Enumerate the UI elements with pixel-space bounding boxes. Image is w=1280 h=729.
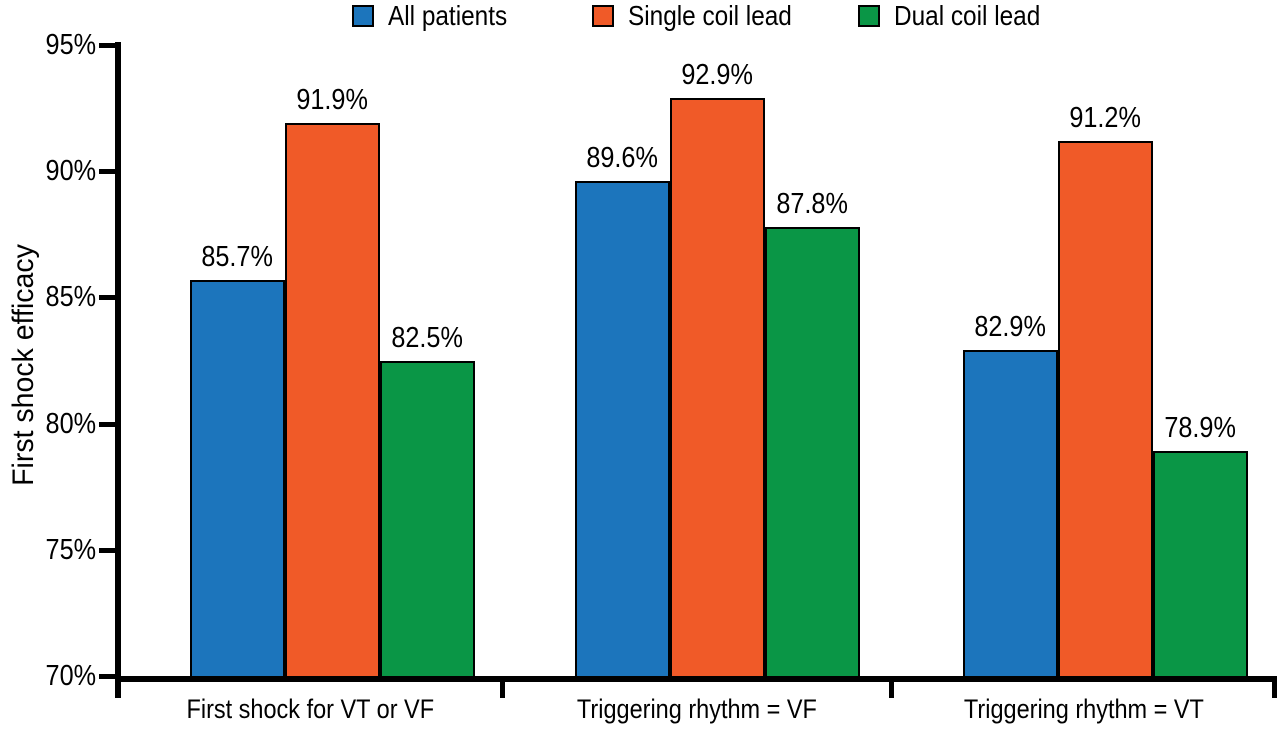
legend-label-text: Single coil lead (628, 0, 792, 31)
legend-label: Single coil lead (628, 2, 816, 30)
y-axis-tick (99, 169, 121, 175)
bar-value-label: 82.9% (931, 310, 1091, 344)
y-axis-tick-label-text: 75% (45, 533, 96, 566)
legend-item-2: Dual coil lead (858, 2, 1062, 30)
legend-item-0: All patients (352, 2, 525, 30)
bar-value-label: 91.9% (253, 83, 413, 117)
x-axis-tick (500, 676, 505, 698)
bar-single-coil-lead-group-2 (670, 98, 765, 680)
y-axis-tick-label: 75% (0, 533, 96, 567)
legend-swatch-icon (858, 5, 880, 27)
y-axis-tick-label-text: 70% (45, 660, 96, 692)
bar-value-label: 91.2% (1026, 101, 1186, 135)
bar-dual-coil-lead-group-2 (765, 226, 860, 680)
bar-value-label-text: 82.5% (391, 321, 464, 354)
bar-value-label: 89.6% (543, 141, 703, 175)
y-axis-tick-label-text: 90% (45, 155, 96, 188)
bar-single-coil-lead-group-3 (1058, 140, 1153, 680)
y-axis-tick (99, 421, 121, 427)
category-label-text: Triggering rhythm = VF (577, 694, 817, 724)
category-label-text: Triggering rhythm = VT (964, 694, 1204, 724)
bar-value-label-text: 78.9% (1164, 412, 1237, 445)
bar-value-label: 85.7% (158, 240, 318, 274)
y-axis-tick (99, 674, 121, 679)
bar-all-patients-group-1 (190, 279, 285, 680)
y-axis-tick-label: 85% (0, 280, 96, 314)
x-axis-tick (889, 676, 894, 698)
bar-value-label: 78.9% (1121, 411, 1280, 445)
bar-dual-coil-lead-group-3 (1153, 451, 1248, 680)
y-axis-line (115, 42, 121, 698)
category-label-group-2: Triggering rhythm = VF (447, 694, 947, 724)
legend-swatch-icon (592, 5, 614, 27)
legend-item-1: Single coil lead (592, 2, 816, 30)
y-axis-tick-label: 95% (0, 28, 96, 62)
bar-value-label-text: 91.2% (1069, 101, 1142, 134)
bar-value-label-text: 92.9% (681, 59, 754, 91)
bar-all-patients-group-2 (575, 181, 670, 680)
y-axis-tick (99, 43, 121, 48)
y-axis-tick (99, 295, 121, 301)
bar-value-label-text: 89.6% (586, 142, 659, 175)
y-axis-tick-label-text: 80% (45, 407, 96, 440)
bar-value-label: 92.9% (638, 58, 798, 92)
legend-label: Dual coil lead (894, 2, 1062, 30)
chart-legend: All patients Single coil lead Dual coil le… (0, 0, 1280, 32)
bar-value-label: 87.8% (733, 187, 893, 221)
category-label-group-1: First shock for VT or VF (60, 694, 560, 724)
bar-dual-coil-lead-group-1 (380, 360, 475, 680)
bar-value-label-text: 85.7% (201, 240, 274, 273)
y-axis-tick-label: 80% (0, 407, 96, 441)
bar-value-label-text: 91.9% (296, 84, 369, 117)
y-axis-tick-label-text: 95% (45, 29, 96, 61)
bar-single-coil-lead-group-1 (285, 123, 380, 680)
y-axis-tick-label-text: 85% (45, 281, 96, 314)
legend-label-text: All patients (388, 0, 508, 31)
category-label-group-3: Triggering rhythm = VT (834, 694, 1280, 724)
bar-value-label-text: 87.8% (776, 187, 849, 220)
y-axis-tick (99, 547, 121, 553)
bar-value-label-text: 82.9% (974, 311, 1047, 344)
bar-value-label: 82.5% (348, 321, 508, 355)
x-axis-tick (1272, 676, 1277, 698)
category-label-text: First shock for VT or VF (186, 694, 434, 724)
y-axis-tick-label: 70% (0, 659, 96, 693)
bar-all-patients-group-3 (963, 350, 1058, 680)
x-axis-tick (115, 676, 120, 698)
x-axis-line (115, 676, 1277, 682)
legend-label: All patients (388, 2, 525, 30)
y-axis-tick-label: 90% (0, 154, 96, 188)
legend-swatch-icon (352, 5, 374, 27)
legend-label-text: Dual coil lead (894, 0, 1041, 31)
